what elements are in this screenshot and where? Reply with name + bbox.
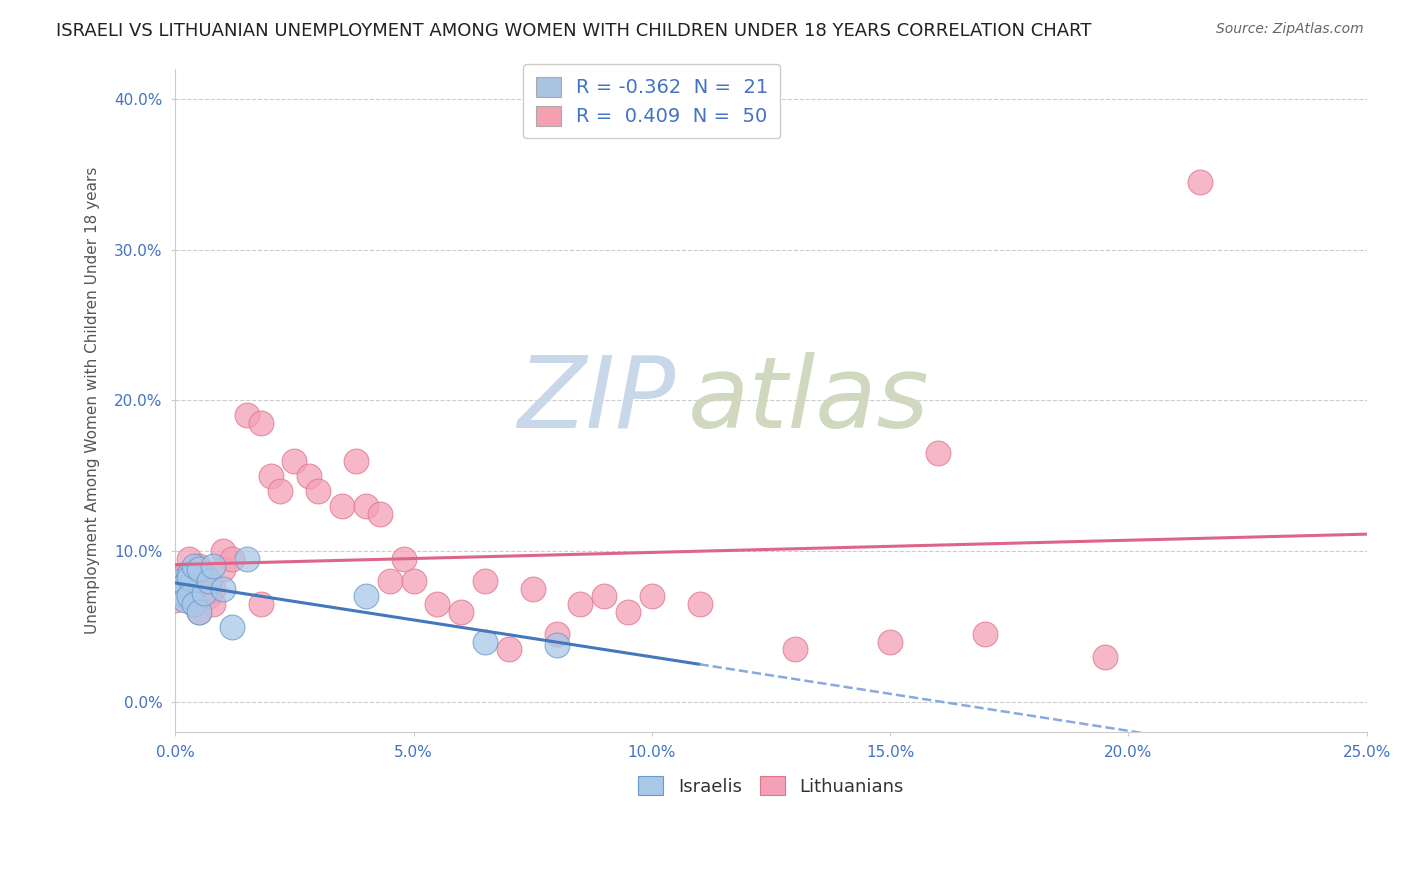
Point (202, 597, 225, 611)
Point (169, 571, 191, 585)
Y-axis label: Unemployment Among Women with Children Under 18 years: Unemployment Among Women with Children U… (86, 167, 100, 634)
Point (354, 499, 377, 513)
Point (259, 468, 281, 483)
Point (173, 566, 195, 581)
Point (974, 627, 997, 641)
Point (927, 446, 949, 460)
Point (169, 582, 191, 596)
Point (402, 574, 425, 589)
Point (546, 627, 568, 641)
Point (307, 483, 329, 498)
Point (330, 499, 353, 513)
Point (183, 597, 205, 611)
Point (368, 507, 391, 521)
Point (1094, 649, 1116, 664)
Point (879, 634, 901, 648)
Point (474, 574, 496, 589)
Text: ZIP: ZIP (517, 351, 676, 449)
Point (426, 597, 449, 611)
Point (522, 582, 544, 596)
Point (165, 582, 187, 596)
Point (197, 574, 219, 589)
Point (179, 577, 201, 591)
Point (193, 586, 215, 600)
Point (344, 454, 367, 468)
Point (212, 582, 235, 596)
Point (197, 590, 219, 604)
Point (179, 571, 201, 585)
Point (641, 590, 664, 604)
Point (498, 642, 520, 657)
Point (173, 592, 195, 607)
Point (193, 566, 215, 581)
Point (188, 562, 211, 576)
Point (169, 586, 191, 600)
Point (221, 620, 243, 634)
Text: Source: ZipAtlas.com: Source: ZipAtlas.com (1216, 22, 1364, 37)
Point (392, 551, 415, 566)
Point (617, 605, 640, 619)
Point (179, 551, 201, 566)
Text: ISRAELI VS LITHUANIAN UNEMPLOYMENT AMONG WOMEN WITH CHILDREN UNDER 18 YEARS CORR: ISRAELI VS LITHUANIAN UNEMPLOYMENT AMONG… (56, 22, 1091, 40)
Point (450, 605, 472, 619)
Point (173, 577, 195, 591)
Point (212, 562, 235, 576)
Point (378, 574, 401, 589)
Point (183, 597, 205, 611)
Point (221, 551, 243, 566)
Point (269, 483, 291, 498)
Point (212, 544, 235, 558)
Point (173, 590, 195, 604)
Point (188, 605, 211, 619)
Point (593, 590, 616, 604)
Point (298, 468, 321, 483)
Point (689, 597, 711, 611)
Point (179, 566, 201, 581)
Point (354, 590, 377, 604)
Point (250, 416, 273, 430)
Point (546, 638, 568, 652)
Point (179, 590, 201, 604)
Legend: Israelis, Lithuanians: Israelis, Lithuanians (631, 769, 911, 803)
Point (183, 559, 205, 574)
Point (169, 574, 191, 589)
Point (188, 605, 211, 619)
Point (165, 592, 187, 607)
Text: atlas: atlas (688, 351, 929, 449)
Point (250, 597, 273, 611)
Point (202, 559, 225, 574)
Point (474, 634, 496, 648)
Point (235, 409, 257, 423)
Point (188, 559, 211, 574)
Point (283, 454, 305, 468)
Point (235, 551, 257, 566)
Point (183, 574, 205, 589)
Point (569, 597, 592, 611)
Point (202, 582, 225, 596)
Point (1188, 175, 1211, 189)
Point (783, 642, 806, 657)
